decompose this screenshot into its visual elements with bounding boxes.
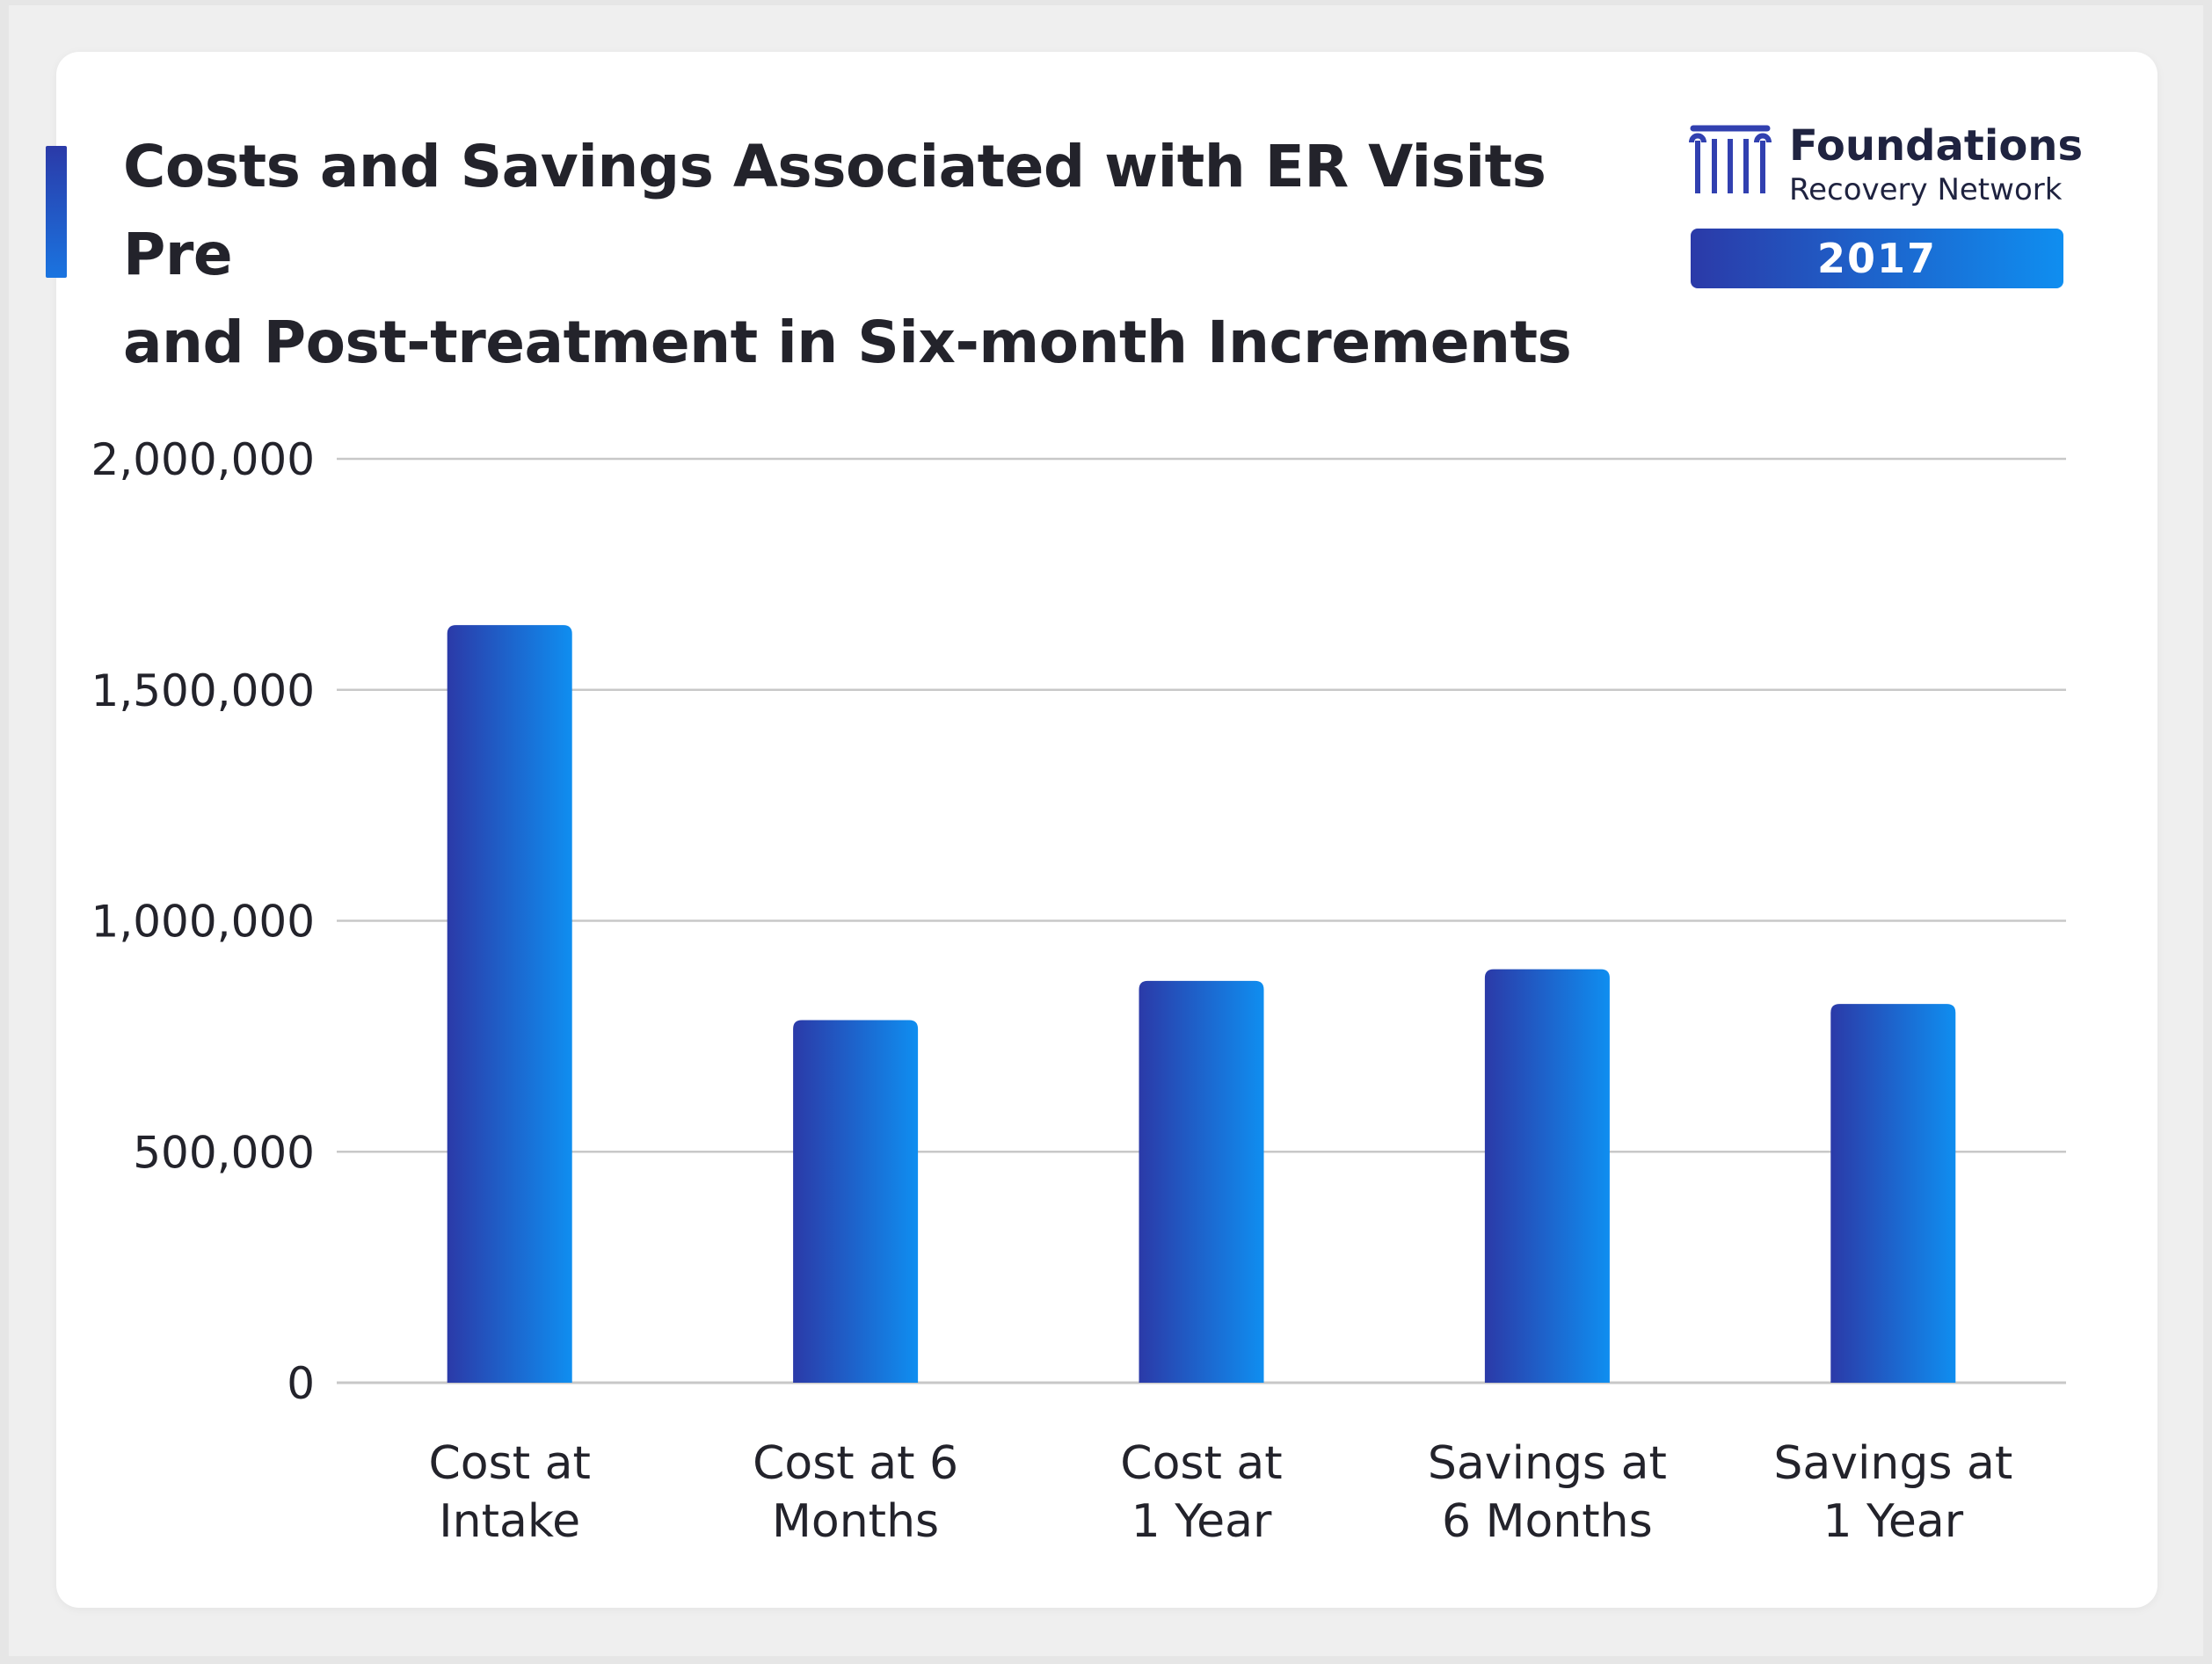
brand-logo: Foundations Recovery Network [1688,121,2083,209]
bar [1830,1004,1956,1383]
logo-subtitle: Recovery Network [1789,172,2063,207]
bar [1484,969,1610,1383]
x-tick-label: Months [772,1495,939,1548]
chart-title-line-2: and Post-treatment in Six-month Incremen… [123,309,1572,376]
chart-title-line-1: Costs and Savings Associated with ER Vis… [123,133,1546,288]
y-axis-ticks: 0 500,000 1,000,000 1,500,000 2,000,000 [91,434,315,1409]
x-tick-label: Intake [439,1495,580,1548]
bar [1139,980,1264,1383]
bar [793,1020,919,1383]
year-badge: 2017 [1691,229,2063,288]
y-tick-label: 1,500,000 [91,665,315,716]
x-tick-label: Savings at [1428,1437,1667,1490]
x-tick-label: Savings at [1773,1437,2012,1490]
title-accent-bar [46,146,67,278]
logo-name: Foundations [1789,121,2084,171]
y-tick-label: 0 [287,1358,315,1409]
x-tick-label: 1 Year [1131,1495,1272,1548]
x-tick-label: Cost at 6 [753,1437,958,1490]
bar [447,625,572,1383]
column-pillars-icon [1689,125,1772,193]
x-tick-label: 6 Months [1442,1495,1653,1548]
chart-card [56,52,2157,1608]
chart-title: Costs and Savings Associated with ER Vis… [123,123,1618,387]
x-tick-label: 1 Year [1823,1495,1963,1548]
x-tick-label: Cost at [1120,1437,1282,1490]
x-tick-label: Cost at [429,1437,591,1490]
y-tick-label: 2,000,000 [91,434,315,485]
y-tick-label: 1,000,000 [91,897,315,948]
y-tick-label: 500,000 [133,1127,315,1178]
bars [447,625,1956,1383]
